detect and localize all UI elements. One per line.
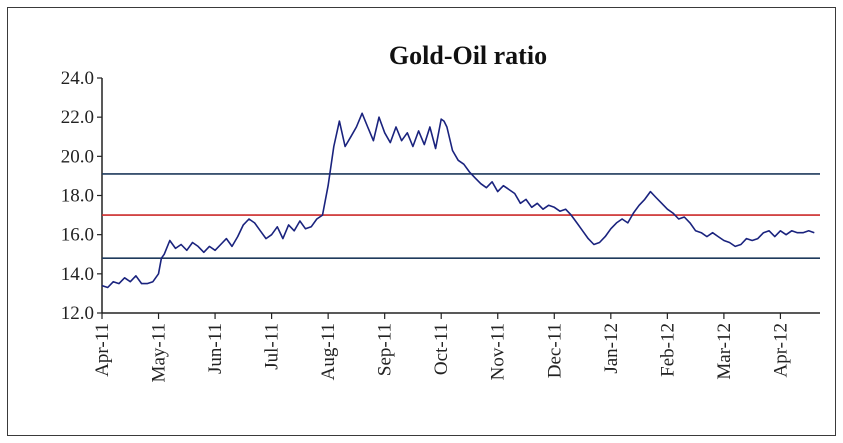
chart-frame: Gold-Oil ratio 12.0 14.0 16.0 18.0 20.0 22.0 2… — [7, 7, 836, 436]
y-tick-labels: 12.0 14.0 16.0 18.0 20.0 22.0 24.0 — [61, 68, 94, 324]
y-tick-label: 22.0 — [61, 107, 94, 128]
x-tick-label: Sep-11 — [375, 323, 396, 376]
y-tick-label: 20.0 — [61, 146, 94, 167]
series-layer — [101, 112, 815, 289]
x-tick-labels: Apr-11 May-11 Jun-11 Jul-11 Aug-11 Sep-11 Oct-… — [92, 323, 791, 382]
y-tick-label: 14.0 — [61, 264, 94, 285]
x-tick-label: Oct-11 — [431, 323, 452, 375]
chart-title: Gold-Oil ratio — [389, 41, 547, 70]
y-tick-label: 12.0 — [61, 303, 94, 324]
y-tick-label: 18.0 — [61, 186, 94, 207]
x-tick-label: Feb-12 — [657, 323, 678, 377]
y-tick-label: 16.0 — [61, 225, 94, 246]
reference-lines — [102, 173, 820, 259]
x-tick-label: Apr-11 — [92, 323, 113, 377]
gold-oil-ratio-chart: Gold-Oil ratio 12.0 14.0 16.0 18.0 20.0 22.0 2… — [61, 41, 820, 382]
x-tick-label: Jun-11 — [205, 323, 226, 374]
series-line — [101, 112, 815, 289]
y-tick-label: 24.0 — [61, 68, 94, 89]
x-tick-label: Apr-12 — [770, 323, 791, 378]
x-tick-label: Jan-12 — [601, 323, 622, 374]
axes — [97, 77, 820, 319]
x-tick-label: May-11 — [149, 323, 170, 382]
x-tick-label: Mar-12 — [714, 323, 735, 380]
x-tick-label: Jul-11 — [262, 323, 283, 370]
x-tick-label: Nov-11 — [488, 323, 509, 380]
x-tick-label: Dec-11 — [544, 323, 565, 378]
x-tick-label: Aug-11 — [318, 323, 339, 380]
